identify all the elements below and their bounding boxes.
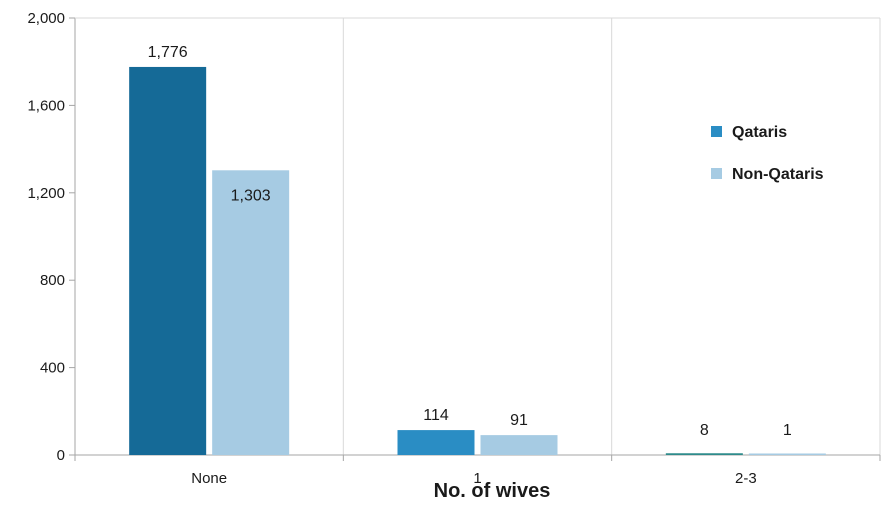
y-tick-label: 400 bbox=[40, 360, 65, 377]
y-tick-label: 1,600 bbox=[27, 97, 65, 114]
data-label: 1,776 bbox=[148, 44, 188, 61]
legend-label: Non-Qataris bbox=[732, 166, 824, 183]
data-label: 114 bbox=[423, 407, 449, 424]
legend: Qataris Non-Qataris bbox=[711, 124, 824, 183]
data-label: 91 bbox=[510, 412, 528, 429]
grid-lines bbox=[74, 17, 881, 456]
x-tick-label: 1 bbox=[473, 470, 481, 487]
y-axis: 0 400 800 1,200 1,600 2,000 bbox=[27, 10, 75, 464]
bar-non-qataris-none bbox=[212, 170, 290, 455]
data-label: 8 bbox=[700, 422, 709, 439]
bar-qataris-none bbox=[129, 66, 207, 455]
legend-label: Qataris bbox=[732, 124, 787, 141]
y-tick-label: 800 bbox=[40, 272, 65, 289]
bar-qataris-2-3 bbox=[665, 453, 743, 455]
x-axis: None 1 2-3 bbox=[74, 455, 881, 487]
bar-non-qataris-2-3 bbox=[748, 453, 826, 455]
x-axis-title: No. of wives bbox=[434, 480, 551, 502]
data-labels: 1,776 1,303 114 91 8 1 bbox=[148, 44, 792, 439]
x-tick-label: None bbox=[191, 470, 227, 487]
y-tick-label: 0 bbox=[57, 447, 65, 464]
bars bbox=[129, 66, 826, 455]
y-tick-label: 2,000 bbox=[27, 10, 65, 27]
bar-non-qataris-1 bbox=[480, 435, 558, 455]
data-label: 1 bbox=[783, 422, 792, 439]
bar-qataris-1 bbox=[397, 430, 475, 455]
x-tick-label: 2-3 bbox=[735, 470, 757, 487]
data-label: 1,303 bbox=[231, 187, 271, 204]
y-tick-label: 1,200 bbox=[27, 185, 65, 202]
legend-swatch bbox=[711, 168, 722, 179]
legend-swatch bbox=[711, 126, 722, 137]
